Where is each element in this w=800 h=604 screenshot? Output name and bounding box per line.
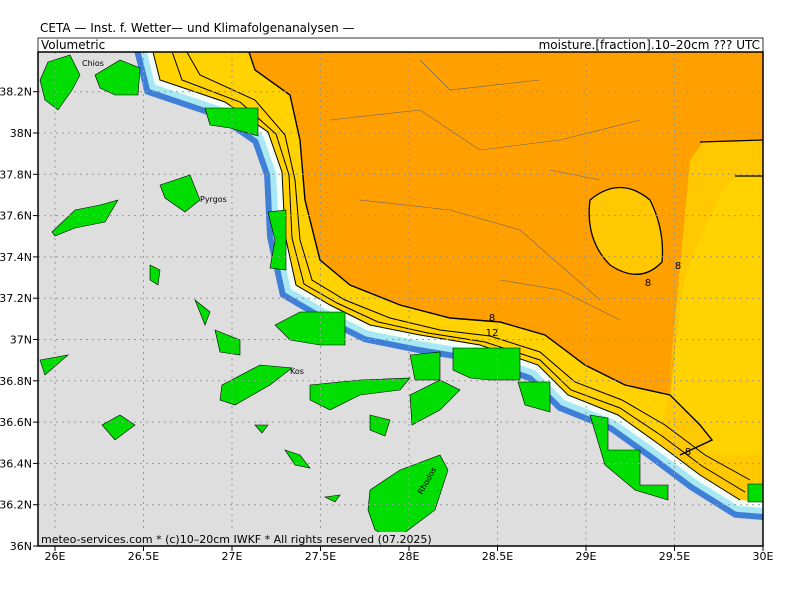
contour [699,139,763,177]
lon-label: 28.5E [482,550,513,563]
footer: meteo-services.com * (c)10–20cm IWKF * A… [41,533,432,546]
place-label: Chios [82,59,104,68]
contour [186,52,751,481]
lon-label: 27E [222,550,243,563]
lon-label: 26E [45,550,66,563]
lon-label: 30E [753,550,774,563]
lat-label: 37.6N [0,210,32,223]
contour-label: 12 [486,328,499,339]
lat-label: 38.2N [0,86,32,99]
lon-label: 29.5E [659,550,690,563]
lat-label: 36.8N [0,375,32,388]
lat-label: 36N [10,540,32,553]
header-right: moisture.[fraction].10–20cm ??? UTC [539,38,760,52]
field-yellow-east [660,140,763,500]
contour-label: 8 [645,278,651,289]
place-label: Kos [290,367,304,376]
header-title: CETA — Inst. f. Wetter— und Klimafolgena… [40,21,355,35]
map-frame [37,51,764,547]
lat-label: 36.2N [0,499,32,512]
axes: 26E 26.5E 27E 27.5E 28E 28.5E 29E 29.5E 30E 36N 36… [0,86,774,563]
lon-label: 29E [576,550,597,563]
lat-label: 37.2N [0,292,32,305]
lon-label: 26.5E [128,550,159,563]
place-label: Pyrgos [200,195,227,204]
lon-label: 27.5E [305,550,336,563]
lat-label: 37.4N [0,251,32,264]
borders [329,59,641,321]
field-orange [249,52,763,395]
contour [248,52,714,456]
lat-label: 37N [10,334,32,347]
contour-label: 8 [489,313,495,324]
lat-label: 36.6N [0,416,32,429]
graticule [38,52,763,546]
lon-label: 28E [399,550,420,563]
contour-label: 8 [675,261,681,272]
lat-label: 37.8N [0,168,32,181]
land-field [134,52,763,520]
header-left: Volumetric [41,38,105,52]
islands [39,54,763,541]
contour [171,52,746,493]
contour-label: 8 [685,447,691,458]
lat-label: 36.4N [0,457,32,470]
lat-label: 38N [10,127,32,140]
field-yellow-blob [588,187,664,275]
footer-box [38,532,478,546]
